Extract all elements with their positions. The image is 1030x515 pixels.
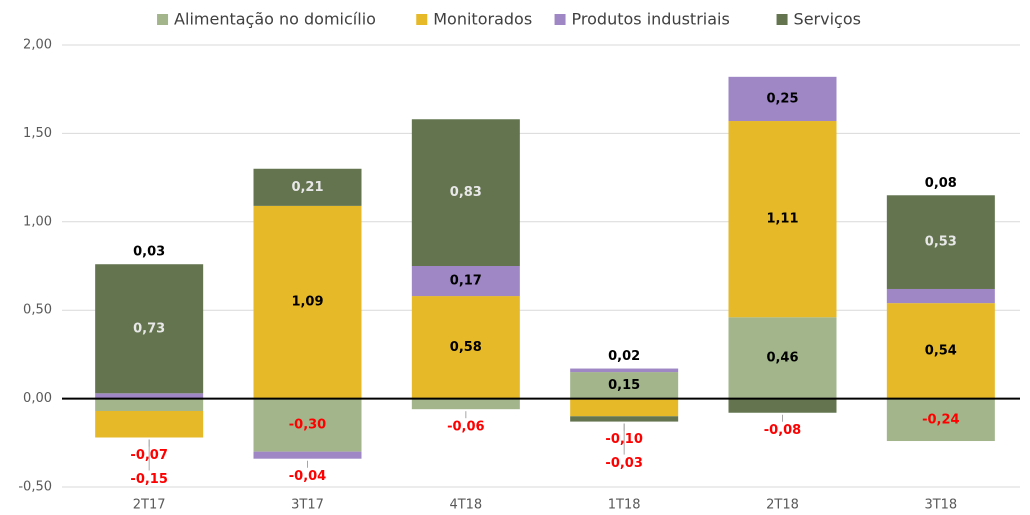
- legend-label: Produtos industriais: [572, 10, 730, 29]
- legend-swatch: [157, 14, 169, 25]
- bar-segment: [886, 303, 995, 399]
- data-label: 0,02: [608, 349, 640, 364]
- bar-segment: [728, 398, 837, 413]
- bar-segment: [886, 288, 995, 304]
- bar-segment: [95, 264, 204, 394]
- bar-segment: [886, 398, 995, 442]
- data-label: 0,54: [925, 343, 957, 358]
- legend-swatch: [776, 14, 788, 25]
- data-label: 0,58: [450, 340, 482, 355]
- x-tick-label: 2T17: [133, 498, 166, 513]
- bar-segment: [253, 205, 362, 399]
- x-tick-label: 3T17: [291, 498, 324, 513]
- y-tick-label: 0,50: [23, 303, 52, 318]
- legend-label: Monitorados: [433, 10, 532, 29]
- bar-segment: [570, 398, 679, 417]
- bar-segment: [411, 119, 520, 266]
- bar-segment: [253, 451, 362, 459]
- bar-segment: [728, 317, 837, 399]
- data-label: 1,09: [291, 295, 323, 310]
- x-tick-label: 1T18: [608, 498, 641, 513]
- data-label: 0,15: [608, 378, 640, 393]
- x-tick-label: 4T18: [449, 498, 482, 513]
- legend-label: Serviços: [794, 10, 861, 29]
- bar-segment: [570, 416, 679, 422]
- bar-segment: [95, 398, 204, 411]
- bar-segment: [570, 372, 679, 399]
- y-tick-label: 1,00: [23, 214, 52, 229]
- data-label: 0,25: [766, 91, 798, 106]
- x-tick-label: 3T18: [924, 498, 957, 513]
- data-label: 0,53: [925, 235, 957, 250]
- y-tick-label: -0,50: [18, 480, 52, 495]
- data-label: -0,24: [922, 412, 959, 427]
- bar-segment: [570, 368, 679, 373]
- legend-swatch: [554, 14, 566, 25]
- data-label: -0,06: [447, 420, 484, 435]
- data-label: -0,03: [605, 456, 642, 471]
- bar-segment: [728, 121, 837, 318]
- data-label: 0,83: [450, 185, 482, 200]
- bar-segment: [728, 76, 837, 122]
- data-label: 1,11: [766, 212, 798, 227]
- y-tick-label: 1,50: [23, 126, 52, 141]
- bar-segment: [411, 266, 520, 297]
- data-label: 0,21: [291, 180, 323, 195]
- bar-segment: [95, 393, 204, 399]
- bar-segment: [95, 410, 204, 438]
- y-tick-label: 2,00: [23, 38, 52, 53]
- bar-segment: [411, 398, 520, 410]
- data-label: 0,08: [925, 176, 957, 191]
- data-label: -0,08: [764, 423, 801, 438]
- data-label: 0,03: [133, 245, 165, 260]
- bar-segment: [411, 296, 520, 399]
- bar-segment: [253, 168, 362, 206]
- bar-segment: [253, 398, 362, 452]
- data-label: -0,15: [130, 472, 167, 487]
- data-label: -0,04: [289, 469, 326, 484]
- y-tick-label: 0,00: [23, 391, 52, 406]
- data-label: -0,30: [289, 418, 326, 433]
- legend-swatch: [416, 14, 428, 25]
- data-label: 0,17: [450, 274, 482, 289]
- data-label: 0,73: [133, 321, 165, 336]
- bar-segment: [886, 195, 995, 289]
- legend-label: Alimentação no domicílio: [174, 10, 376, 29]
- data-label: 0,46: [766, 350, 798, 365]
- x-tick-label: 2T18: [766, 498, 799, 513]
